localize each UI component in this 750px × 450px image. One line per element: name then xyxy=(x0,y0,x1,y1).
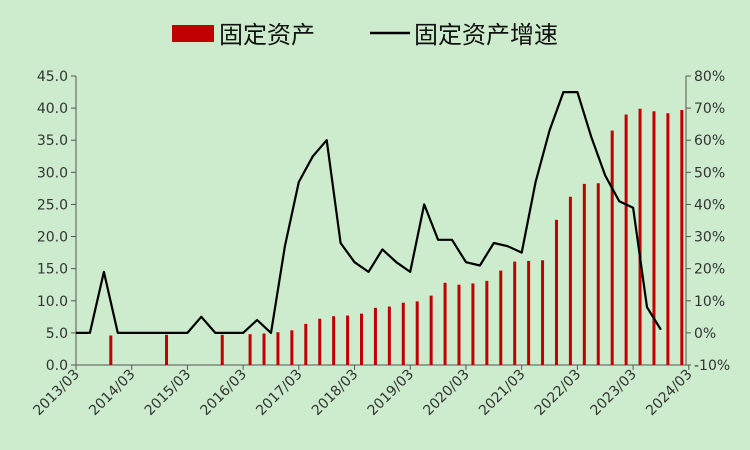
x-tick-group: 2018/03 xyxy=(309,367,361,419)
legend-label-bar: 固定资产 xyxy=(219,21,315,49)
left-tick-label: 15.0 xyxy=(37,262,68,278)
left-tick-label: 35.0 xyxy=(37,133,68,149)
x-tick-group: 2015/03 xyxy=(142,367,194,419)
x-tick-label: 2020/03 xyxy=(420,367,472,419)
bar-fixed-assets xyxy=(276,332,280,365)
bar-fixed-assets xyxy=(680,110,684,365)
bar-fixed-assets xyxy=(304,323,308,365)
x-tick-group: 2017/03 xyxy=(253,367,305,419)
bar-fixed-assets xyxy=(165,334,169,365)
x-tick-label: 2018/03 xyxy=(309,367,361,419)
x-tick-group: 2016/03 xyxy=(198,367,250,419)
x-tick-group: 2023/03 xyxy=(587,367,639,419)
right-tick-label: 0% xyxy=(694,326,716,342)
left-tick-label: 40.0 xyxy=(37,101,68,117)
bar-fixed-assets xyxy=(610,130,614,365)
bar-fixed-assets xyxy=(262,333,266,365)
left-tick-label: 10.0 xyxy=(37,294,68,310)
x-tick-label: 2023/03 xyxy=(587,367,639,419)
bar-fixed-assets xyxy=(332,316,336,365)
bar-fixed-assets xyxy=(290,330,294,365)
x-tick-label: 2024/03 xyxy=(643,367,695,419)
x-tick-group: 2013/03 xyxy=(30,367,82,419)
bar-fixed-assets xyxy=(582,183,586,365)
left-tick-label: 30.0 xyxy=(37,165,68,181)
x-tick-label: 2017/03 xyxy=(253,367,305,419)
bar-fixed-assets xyxy=(220,334,224,365)
bar-fixed-assets xyxy=(346,315,350,365)
right-tick-label: -10% xyxy=(694,358,730,374)
bar-fixed-assets xyxy=(457,284,461,365)
bar-fixed-assets xyxy=(638,108,642,366)
x-tick-group: 2024/03 xyxy=(643,367,695,419)
bar-fixed-assets xyxy=(485,280,489,365)
x-tick-group: 2021/03 xyxy=(476,367,528,419)
x-tick-label: 2015/03 xyxy=(142,367,194,419)
bar-fixed-assets xyxy=(666,113,670,365)
bar-fixed-assets xyxy=(471,283,475,365)
line-fixed-assets-growth xyxy=(76,90,662,334)
left-tick-label: 5.0 xyxy=(46,326,68,342)
right-tick-label: 40% xyxy=(694,197,725,213)
left-tick-label: 0.0 xyxy=(46,358,68,374)
bar-fixed-assets xyxy=(443,282,447,365)
bar-fixed-assets xyxy=(554,219,558,365)
legend-swatch-bar xyxy=(172,25,214,42)
bar-fixed-assets xyxy=(415,301,419,365)
bar-fixed-assets xyxy=(624,114,628,366)
x-tick-group: 2014/03 xyxy=(86,367,138,419)
x-tick-label: 2022/03 xyxy=(532,367,584,419)
right-tick-label: 20% xyxy=(694,262,725,278)
right-tick-label: 80% xyxy=(694,69,725,85)
bar-fixed-assets xyxy=(318,318,322,365)
right-tick-label: 50% xyxy=(694,165,725,181)
left-tick-label: 25.0 xyxy=(37,197,68,213)
right-tick-label: 10% xyxy=(694,294,725,310)
x-tick-group: 2019/03 xyxy=(365,367,417,419)
right-tick-label: 30% xyxy=(694,230,725,246)
bar-fixed-assets xyxy=(652,111,656,365)
bar-fixed-assets xyxy=(387,306,391,365)
bar-fixed-assets xyxy=(596,183,600,365)
bar-fixed-assets xyxy=(541,260,545,365)
left-tick-label: 45.0 xyxy=(37,69,68,85)
bar-fixed-assets xyxy=(527,260,531,365)
x-tick-label: 2013/03 xyxy=(30,367,82,419)
right-tick-label: 60% xyxy=(694,133,725,149)
bar-fixed-assets xyxy=(401,302,405,365)
bar-fixed-assets xyxy=(499,270,503,365)
x-tick-label: 2014/03 xyxy=(86,367,138,419)
bar-fixed-assets xyxy=(360,313,364,365)
x-tick-label: 2019/03 xyxy=(365,367,417,419)
x-tick-label: 2021/03 xyxy=(476,367,528,419)
x-tick-label: 2016/03 xyxy=(198,367,250,419)
bar-fixed-assets xyxy=(109,335,113,365)
bar-fixed-assets xyxy=(373,307,377,365)
bar-fixed-assets xyxy=(429,295,433,365)
x-tick-group: 2020/03 xyxy=(420,367,472,419)
right-tick-label: 70% xyxy=(694,101,725,117)
bar-fixed-assets xyxy=(513,261,517,365)
x-tick-group: 2022/03 xyxy=(532,367,584,419)
left-tick-label: 20.0 xyxy=(37,230,68,246)
bar-fixed-assets xyxy=(568,196,572,365)
bar-fixed-assets xyxy=(248,334,252,365)
legend-label-line: 固定资产增速 xyxy=(414,21,558,49)
